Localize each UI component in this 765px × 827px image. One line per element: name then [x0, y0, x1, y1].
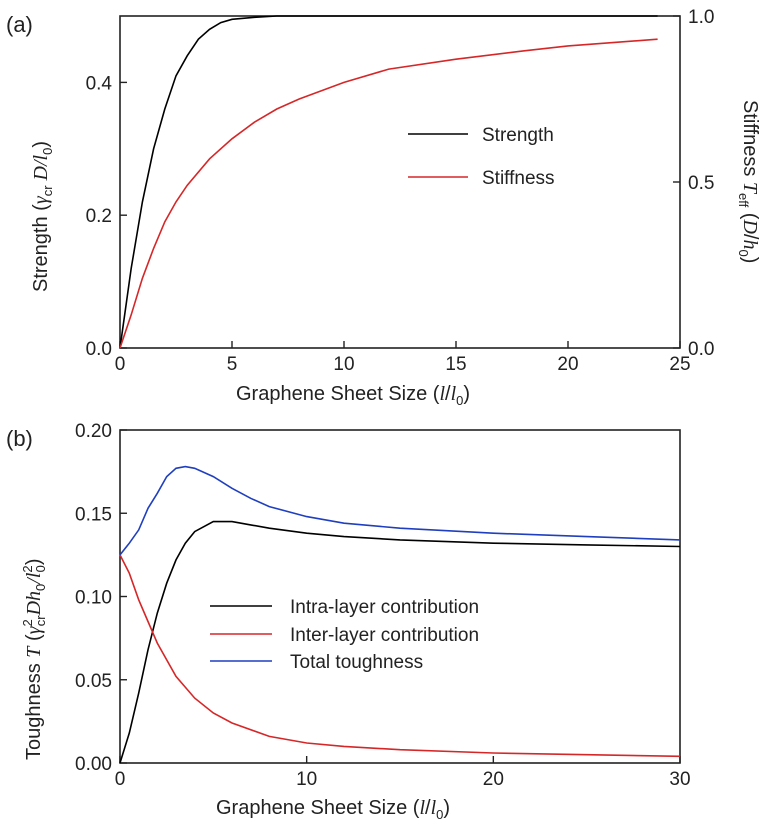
panel-b-x-tick-label: 0 — [115, 769, 126, 790]
panel-a-y-left-tick-label: 0.2 — [86, 206, 112, 227]
panel-b-y-ticks: 0.00 0.05 0.10 0.15 0.20 — [75, 421, 127, 775]
panel-b-x-axis-label: Graphene Sheet Size (l/l0) — [216, 797, 450, 822]
panel-b-x-tick-label: 10 — [296, 769, 317, 790]
panel-b-y-tick-label: 0.05 — [75, 671, 112, 692]
series-line-stiffness — [119, 38, 658, 349]
panel-b-y-axis-label: Toughness T (γ2crDh0/l20) — [20, 558, 48, 760]
panel-a-x-tick-label: 10 — [333, 354, 354, 375]
panel-b-x-ticks: 0 10 20 30 — [115, 756, 691, 790]
series-line-total-toughness — [119, 465, 681, 556]
series-line-inter-layer-contribution — [119, 554, 681, 758]
panel-a-x-ticks: 0 5 10 15 20 25 — [115, 341, 691, 375]
series-line-strength — [119, 15, 658, 349]
panel-a-y-left-tick-label: 0.0 — [86, 339, 112, 360]
panel-b-x-tick-label: 20 — [483, 769, 504, 790]
panel-b: (b) 0 10 20 30 0.00 0.05 0.10 0.15 0.20 Graphen… — [6, 421, 691, 822]
legend-label-strength: Strength — [482, 125, 554, 146]
panel-a-x-tick-label: 15 — [445, 354, 466, 375]
panel-a-x-tick-label: 5 — [227, 354, 238, 375]
panel-a-x-axis-label: Graphene Sheet Size (l/l0) — [236, 383, 470, 408]
panel-a-frame — [119, 15, 681, 349]
panel-a-y-right-tick-label: 0.0 — [688, 339, 714, 360]
legend-label-stiffness: Stiffness — [482, 168, 555, 189]
panel-a-y-right-tick-label: 0.5 — [688, 173, 714, 194]
panel-a-series — [119, 15, 658, 349]
panel-a-x-tick-label: 20 — [557, 354, 578, 375]
panel-a-y-right-axis-label: Stiffness Teff (D/h0) — [736, 100, 761, 263]
panel-a-y-right-ticks: 0.0 0.5 1.0 — [673, 7, 714, 360]
panel-b-y-tick-label: 0.15 — [75, 504, 112, 525]
panel-a-y-left-ticks: 0.0 0.2 0.4 — [86, 73, 127, 360]
legend-label-total: Total toughness — [290, 652, 423, 673]
legend-label-intra-layer: Intra-layer contribution — [290, 597, 479, 618]
panel-a-x-tick-label: 25 — [669, 354, 690, 375]
legend-label-inter-layer: Inter-layer contribution — [290, 625, 479, 646]
panel-b-y-tick-label: 0.00 — [75, 754, 112, 775]
panel-b-x-tick-label: 30 — [669, 769, 690, 790]
panel-a-label: (a) — [6, 12, 33, 37]
series-line-intra-layer-contribution — [119, 520, 681, 764]
panel-a-x-tick-label: 0 — [115, 354, 126, 375]
panel-a: (a) 0 5 10 15 20 25 0.0 0.2 0.4 0.0 0.5 1.0 Graph… — [6, 7, 761, 408]
panel-b-label: (b) — [6, 426, 33, 451]
panel-b-series — [119, 465, 681, 764]
panel-b-y-tick-label: 0.10 — [75, 588, 112, 609]
panel-a-legend: Strength Stiffness — [408, 125, 555, 189]
panel-a-y-left-tick-label: 0.4 — [86, 73, 113, 94]
panel-a-y-left-axis-label: Strength (γcr D/l0) — [30, 141, 55, 292]
panel-b-legend: Intra-layer contribution Inter-layer con… — [210, 597, 479, 673]
panel-b-y-tick-label: 0.20 — [75, 421, 112, 442]
panel-a-y-right-tick-label: 1.0 — [688, 7, 714, 28]
